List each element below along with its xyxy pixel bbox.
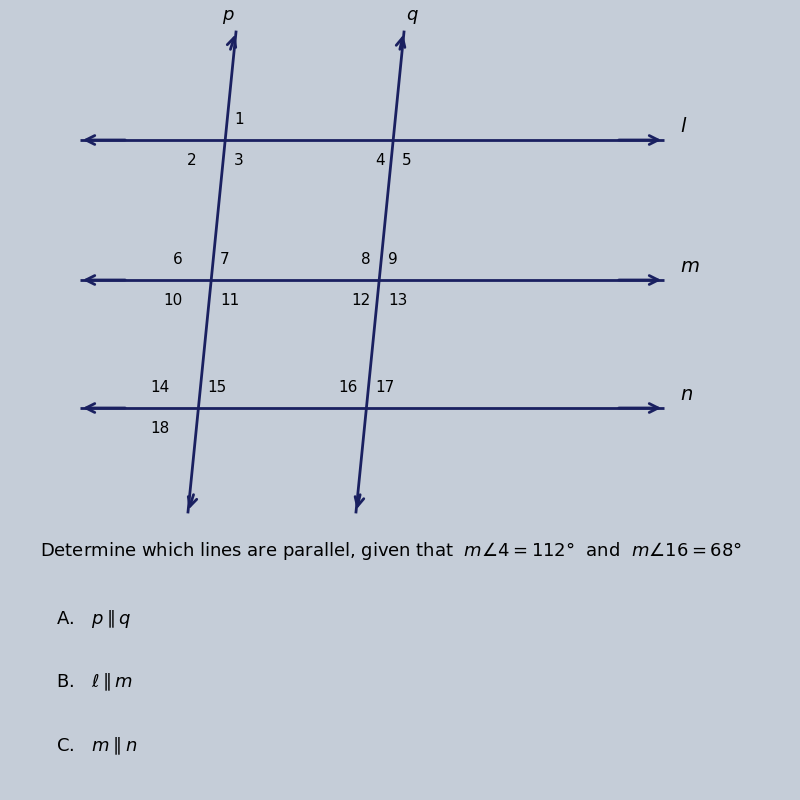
- Text: 13: 13: [388, 293, 407, 308]
- Text: p: p: [222, 6, 234, 24]
- Text: 14: 14: [150, 380, 170, 395]
- Text: 11: 11: [220, 293, 239, 308]
- Text: A.   $p \parallel q$: A. $p \parallel q$: [56, 608, 131, 630]
- Text: 1: 1: [234, 112, 243, 127]
- Text: m: m: [680, 257, 699, 276]
- Text: B.   $\ell \parallel m$: B. $\ell \parallel m$: [56, 672, 133, 694]
- Text: n: n: [680, 385, 692, 404]
- Text: 10: 10: [163, 293, 182, 308]
- Text: 2: 2: [186, 153, 196, 168]
- Text: Determine which lines are parallel, given that  $m\angle4 = 112°$  and  $m\angle: Determine which lines are parallel, give…: [40, 540, 742, 562]
- Text: 17: 17: [375, 380, 394, 395]
- Text: q: q: [406, 6, 418, 24]
- Text: C.   $m \parallel n$: C. $m \parallel n$: [56, 736, 137, 758]
- Text: 18: 18: [150, 421, 170, 436]
- Text: 16: 16: [338, 380, 358, 395]
- Text: 5: 5: [402, 153, 411, 168]
- Text: 3: 3: [234, 153, 243, 168]
- Text: l: l: [680, 117, 686, 136]
- Text: 7: 7: [220, 252, 230, 267]
- Text: 12: 12: [351, 293, 370, 308]
- Text: 9: 9: [388, 252, 398, 267]
- Text: 8: 8: [361, 252, 370, 267]
- Text: 4: 4: [375, 153, 385, 168]
- Text: 6: 6: [173, 252, 182, 267]
- Text: 15: 15: [207, 380, 226, 395]
